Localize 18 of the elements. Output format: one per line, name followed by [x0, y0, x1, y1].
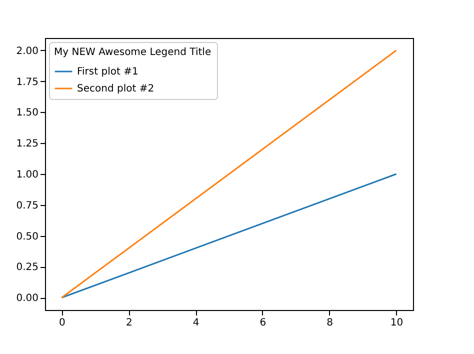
y-tick-label: 1.50: [16, 108, 38, 119]
x-tick-label: 4: [192, 318, 200, 328]
y-tick-label: 0.25: [16, 262, 38, 274]
legend-label: First plot #1: [77, 66, 138, 78]
x-tick-label: 10: [390, 318, 404, 328]
x-tick-label: 0: [59, 318, 66, 328]
y-tick-label: 0.00: [16, 293, 38, 304]
x-tick-label: 2: [126, 318, 132, 328]
x-tick-label: 6: [260, 318, 266, 328]
y-tick-label: 2.00: [16, 46, 38, 57]
legend-title: My NEW Awesome Legend Title: [54, 47, 212, 58]
x-tick-label: 8: [326, 318, 334, 328]
y-tick-label: 1.25: [16, 138, 38, 150]
y-tick-label: 0.75: [16, 200, 38, 212]
y-tick-label: 1.75: [16, 76, 38, 88]
y-tick-label: 0.50: [16, 231, 38, 242]
legend-label: Second plot #2: [77, 84, 154, 94]
y-tick-label: 1.00: [16, 170, 38, 180]
